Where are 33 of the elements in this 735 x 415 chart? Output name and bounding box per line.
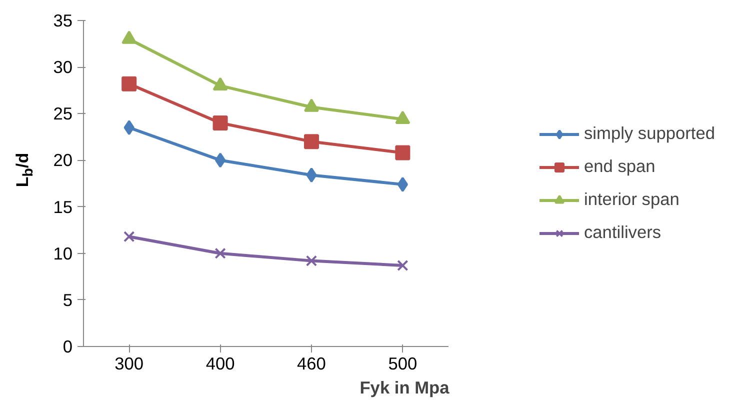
- x-tick-label: 400: [206, 354, 235, 374]
- point: [395, 145, 410, 160]
- x-axis-title: Fyk in Mpa: [360, 378, 450, 398]
- y-tick-label: 30: [53, 57, 73, 78]
- y-tick-label: 35: [53, 10, 73, 30]
- y-tick-label: 20: [53, 150, 73, 170]
- point: [122, 30, 137, 44]
- x-tick-label: 300: [114, 354, 144, 374]
- point: [306, 255, 318, 266]
- point: [122, 76, 137, 92]
- legend-label: simply supported: [584, 123, 715, 144]
- point: [212, 115, 228, 130]
- point: [124, 120, 134, 136]
- x-tick-label: 460: [297, 354, 326, 374]
- x-tick-label: 500: [388, 354, 418, 374]
- y-tick-label: 0: [62, 336, 73, 356]
- point: [212, 77, 228, 90]
- point: [395, 110, 410, 124]
- y-tick-label: 25: [53, 104, 73, 124]
- point: [306, 168, 317, 183]
- point: [214, 152, 226, 168]
- point: [397, 260, 408, 272]
- y-tick-label: 5: [62, 290, 73, 310]
- legend-label: interior span: [584, 189, 680, 210]
- legend-label: cantilivers: [584, 222, 662, 243]
- point: [214, 248, 226, 259]
- point: [397, 176, 408, 192]
- point: [304, 134, 319, 150]
- point: [124, 230, 135, 242]
- point: [304, 98, 319, 112]
- legend-label: end span: [584, 156, 656, 177]
- y-tick-label: 15: [53, 196, 73, 217]
- y-tick-label: 10: [53, 243, 73, 264]
